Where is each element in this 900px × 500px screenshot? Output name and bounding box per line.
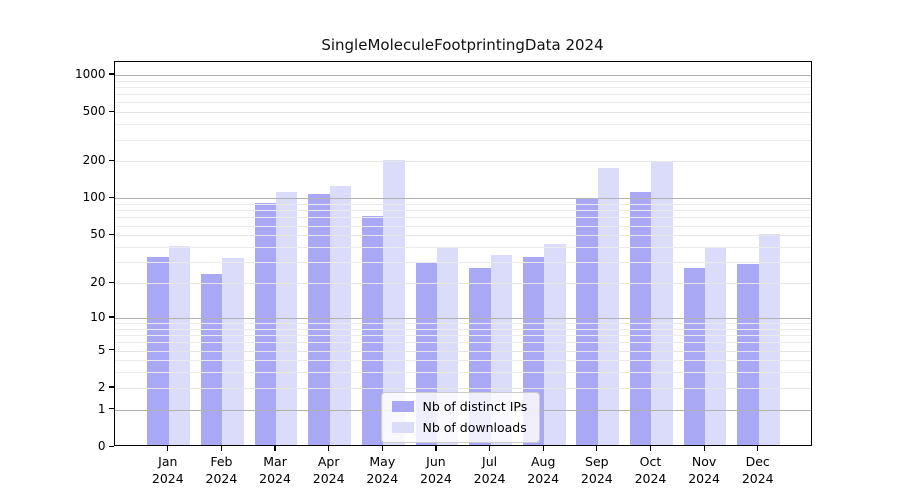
bar-dec-distinct-ips	[737, 263, 759, 445]
bar-sep-distinct-ips	[576, 197, 598, 445]
x-tick-mark	[488, 446, 491, 451]
legend-label-distinct-ips: Nb of distinct IPs	[422, 398, 528, 414]
bar-mar-downloads	[276, 192, 298, 445]
y-tick-label-5: 5	[97, 342, 106, 357]
y-tick-label-50: 50	[90, 227, 106, 242]
legend-swatch-distinct-ips	[391, 400, 414, 412]
y-tick-label-500: 500	[82, 104, 106, 119]
bar-oct-distinct-ips	[630, 191, 652, 445]
x-tick-label-apr: Apr 2024	[312, 454, 345, 486]
y-tick-label-100: 100	[82, 190, 106, 205]
bar-may-distinct-ips	[361, 216, 384, 445]
x-tick-label-nov: Nov 2024	[688, 454, 720, 486]
x-tick-label-jan: Jan 2024	[151, 454, 184, 486]
y-tick-label-2: 2	[97, 379, 106, 394]
bar-jan-downloads	[168, 246, 191, 445]
x-tick-mark	[649, 446, 652, 451]
x-tick-label-sep: Sep 2024	[580, 454, 613, 486]
bars-layer	[115, 62, 812, 445]
plot-area: Nb of distinct IPs Nb of downloads	[113, 60, 812, 446]
x-tick-mark	[596, 446, 598, 451]
bar-oct-downloads	[651, 161, 673, 445]
bar-mar-distinct-ips	[254, 202, 277, 445]
x-tick-mark	[274, 446, 276, 451]
x-tick-label-jun: Jun 2024	[420, 454, 452, 486]
legend-item-distinct-ips: Nb of distinct IPs	[391, 398, 528, 414]
y-tick-label-200: 200	[82, 153, 106, 168]
x-tick-mark	[328, 446, 330, 451]
y-tick-label-1000: 1000	[74, 66, 106, 81]
bar-jan-distinct-ips	[147, 256, 169, 445]
x-tick-mark	[703, 446, 705, 451]
x-tick-label-jul: Jul 2024	[473, 454, 506, 486]
y-tick-label-10: 10	[90, 309, 106, 324]
x-tick-mark	[381, 446, 383, 451]
x-tick-label-aug: Aug 2024	[527, 454, 560, 486]
y-tick-label-0: 0	[97, 439, 106, 453]
legend-item-downloads: Nb of downloads	[391, 419, 528, 435]
bar-nov-distinct-ips	[683, 267, 706, 445]
x-tick-mark	[220, 446, 223, 451]
bar-apr-downloads	[329, 185, 352, 445]
x-tick-label-dec: Dec 2024	[741, 454, 774, 486]
bar-aug-downloads	[544, 243, 566, 445]
x-tick-mark	[542, 446, 544, 451]
bar-sep-downloads	[597, 168, 620, 445]
bar-feb-distinct-ips	[201, 273, 223, 445]
x-tick-mark	[757, 446, 759, 451]
bar-apr-distinct-ips	[308, 193, 330, 445]
bar-feb-downloads	[222, 258, 244, 445]
x-tick-mark	[435, 446, 437, 451]
chart-title: SingleMoleculeFootprintingData 2024	[321, 36, 604, 54]
bar-may-downloads	[383, 159, 405, 445]
legend-label-downloads: Nb of downloads	[422, 419, 527, 435]
y-tick-label-20: 20	[90, 275, 106, 290]
bar-dec-downloads	[758, 234, 781, 445]
x-tick-label-may: May 2024	[366, 454, 399, 486]
legend: Nb of distinct IPs Nb of downloads	[380, 391, 541, 443]
bar-nov-downloads	[705, 247, 727, 445]
y-tick-label-1: 1	[97, 401, 106, 416]
x-tick-label-feb: Feb 2024	[205, 454, 238, 486]
x-tick-label-oct: Oct 2024	[634, 454, 667, 486]
x-tick-mark	[167, 446, 169, 451]
legend-swatch-downloads	[391, 421, 414, 433]
x-tick-label-mar: Mar 2024	[259, 454, 291, 486]
